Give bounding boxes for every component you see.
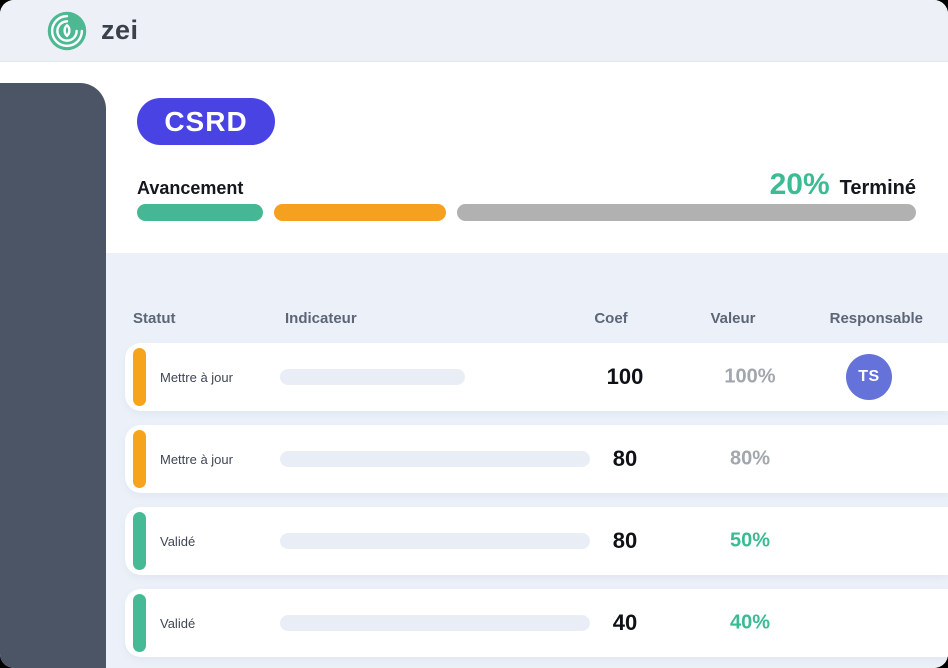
indicator-placeholder — [280, 615, 590, 631]
progress-percent-wrap: 20% Terminé — [770, 168, 916, 202]
coef-value: 80 — [612, 528, 638, 553]
sidebar — [0, 83, 106, 668]
progress-segment-in-progress — [274, 204, 446, 221]
table-row[interactable]: Mettre à jour 100 100% TS — [125, 343, 948, 411]
brand-name: zei — [101, 15, 139, 45]
csrd-badge: CSRD — [137, 98, 275, 145]
status-indicator-bar — [133, 512, 146, 570]
valeur-value: 50% — [729, 529, 771, 552]
main-panel: CSRD Avancement 20% Terminé Statut Indic… — [106, 62, 948, 668]
status-indicator-bar — [133, 348, 146, 406]
indicators-table: Statut Indicateur Coef Valeur Responsabl… — [106, 253, 948, 668]
coef-value: 80 — [612, 446, 638, 471]
hero-section: CSRD Avancement 20% Terminé — [106, 62, 948, 253]
status-label: Mettre à jour — [160, 451, 233, 467]
progress-segment-done — [137, 204, 263, 221]
table-rows: Mettre à jour 100 100% TS Mettre à jour … — [125, 343, 948, 668]
table-row[interactable]: Validé 40 40% — [125, 589, 948, 657]
progress-percent-suffix: Terminé — [839, 177, 916, 199]
coef-value: 100 — [606, 364, 644, 389]
status-indicator-bar — [133, 430, 146, 488]
column-header-statut: Statut — [133, 310, 176, 327]
brand-logo[interactable]: zei — [46, 10, 139, 52]
progress-segment-remaining — [457, 204, 916, 221]
topbar: zei — [0, 0, 948, 62]
progress-percent: 20% — [769, 168, 830, 201]
coef-value: 40 — [612, 610, 638, 635]
progress-label: Avancement — [137, 178, 244, 198]
progress-bar — [137, 204, 916, 221]
table-row[interactable]: Validé 80 50% — [125, 507, 948, 575]
column-header-responsable: Responsable — [829, 310, 923, 327]
zei-logo-icon — [47, 11, 87, 50]
indicator-placeholder — [280, 369, 465, 385]
indicator-placeholder — [280, 451, 590, 467]
table-row[interactable]: Mettre à jour 80 80% — [125, 425, 948, 493]
status-label: Mettre à jour — [160, 369, 233, 385]
valeur-value: 80% — [729, 447, 771, 470]
status-label: Validé — [160, 533, 196, 549]
column-header-valeur: Valeur — [710, 310, 756, 327]
avatar[interactable]: TS — [846, 354, 892, 400]
indicator-placeholder — [280, 533, 590, 549]
valeur-value: 100% — [724, 365, 776, 388]
progress-header: Avancement 20% Terminé — [137, 168, 916, 202]
column-header-coef: Coef — [594, 310, 628, 327]
status-indicator-bar — [133, 594, 146, 652]
table-header: Statut Indicateur Coef Valeur Responsabl… — [106, 310, 948, 328]
valeur-value: 40% — [729, 611, 771, 634]
status-label: Validé — [160, 615, 196, 631]
column-header-indicateur: Indicateur — [285, 310, 357, 327]
